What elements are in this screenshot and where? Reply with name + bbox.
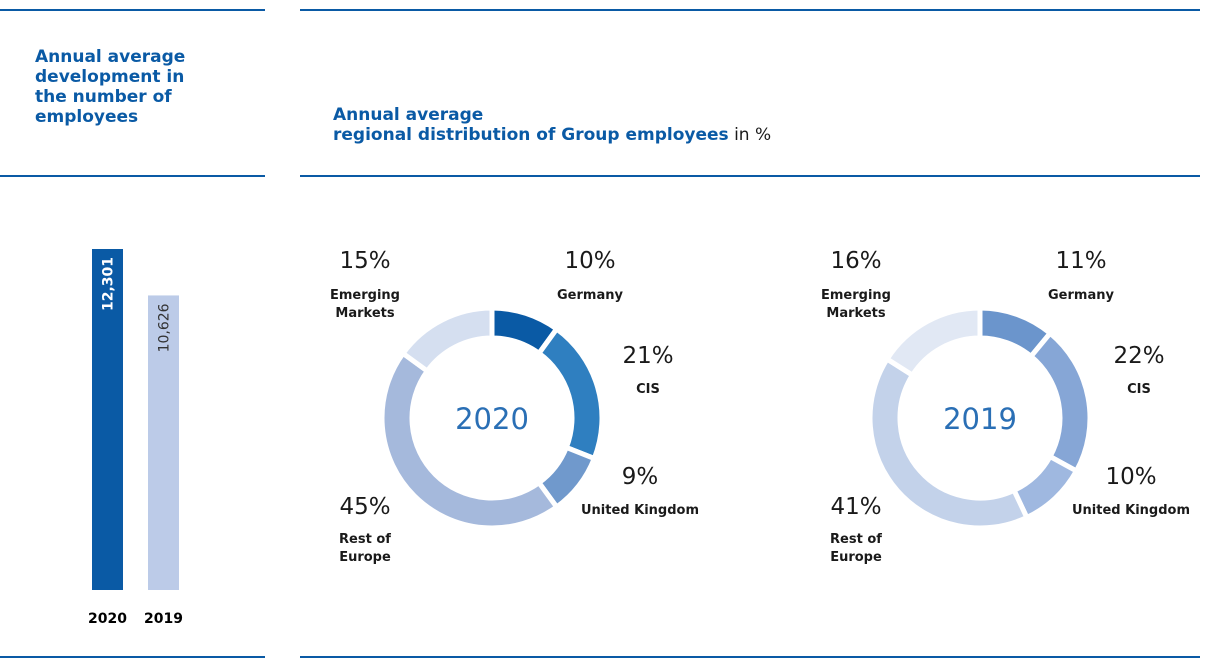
- value-label: 21%: [622, 343, 674, 369]
- bar: [148, 295, 179, 590]
- value-label: 11%: [1055, 248, 1107, 274]
- bar-value-label: 12,301: [101, 257, 117, 311]
- x-tick-label: 2019: [144, 611, 183, 627]
- title-line-2: regional distribution of Group employees…: [333, 125, 771, 145]
- value-label: 45%: [339, 494, 391, 520]
- value-label: 9%: [621, 464, 659, 490]
- category-label: United Kingdom: [1071, 503, 1190, 518]
- category-label: Germany: [557, 288, 623, 303]
- rule: [300, 656, 1200, 658]
- category-label: CIS: [1127, 382, 1151, 397]
- category-label: CIS: [636, 382, 660, 397]
- rule: [300, 9, 1200, 11]
- value-label: 22%: [1113, 343, 1165, 369]
- donut-title: Annual average regional distribution of …: [333, 105, 771, 145]
- donut-segment: [1027, 329, 1093, 475]
- center-label: 2020: [455, 402, 529, 436]
- value-label: 10%: [564, 248, 616, 274]
- value-label: 15%: [339, 248, 391, 274]
- donut-segment: [379, 349, 561, 531]
- category-label: United Kingdom: [580, 503, 699, 518]
- rule: [0, 175, 265, 177]
- bar: [92, 249, 123, 590]
- donut-segment: [867, 355, 1031, 531]
- rule: [0, 656, 265, 658]
- rule: [0, 9, 265, 11]
- center-label: 2019: [943, 402, 1017, 436]
- value-label: 41%: [830, 494, 882, 520]
- bar-title: Annual average development in the number…: [35, 47, 186, 127]
- category-label: Rest of Europe: [339, 532, 391, 565]
- donut-segment: [535, 325, 605, 462]
- bar-value-label: 10,626: [157, 303, 173, 352]
- title-line: regional distribution of Group employees: [333, 125, 729, 145]
- title-line: Annual average: [333, 105, 484, 125]
- category-label: Germany: [1048, 288, 1114, 303]
- donut-segment: [883, 305, 983, 379]
- category-label: Emerging Markets: [821, 288, 891, 321]
- title-unit: in %: [734, 125, 772, 145]
- category-label: Emerging Markets: [330, 288, 400, 321]
- rule: [300, 175, 1200, 177]
- category-label: Rest of Europe: [830, 532, 882, 565]
- donut-segment: [399, 305, 495, 375]
- value-label: 16%: [830, 248, 882, 274]
- x-tick-label: 2020: [88, 611, 127, 627]
- value-label: 10%: [1105, 464, 1157, 490]
